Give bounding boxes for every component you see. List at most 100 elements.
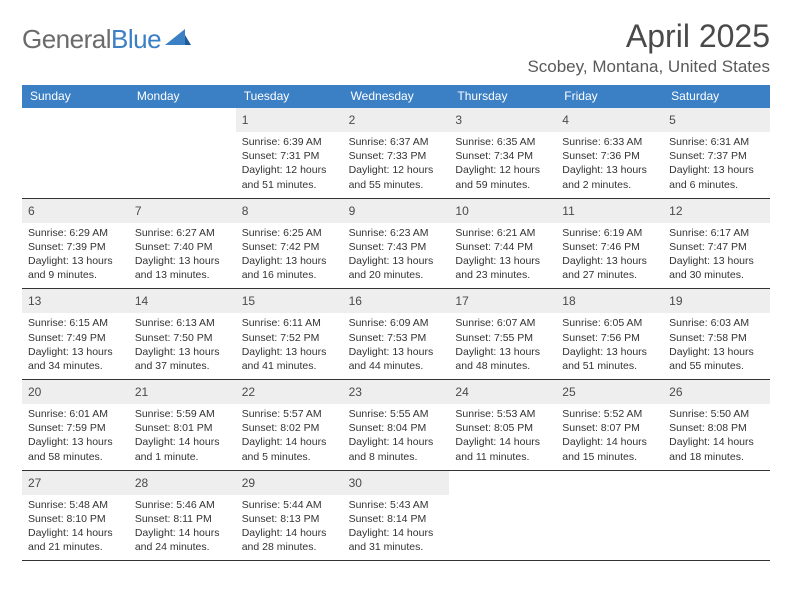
day-of-week-label: Friday <box>556 85 663 108</box>
sunrise-line: Sunrise: 5:43 AM <box>349 498 444 512</box>
sunset-line: Sunset: 7:44 PM <box>455 240 550 254</box>
daylight-line: Daylight: 13 hours and 41 minutes. <box>242 345 337 373</box>
day-details: Sunrise: 6:27 AMSunset: 7:40 PMDaylight:… <box>129 223 236 289</box>
sunrise-line: Sunrise: 6:09 AM <box>349 316 444 330</box>
daylight-line: Daylight: 13 hours and 20 minutes. <box>349 254 444 282</box>
day-of-week-label: Saturday <box>663 85 770 108</box>
sunset-line: Sunset: 7:56 PM <box>562 331 657 345</box>
calendar-cell: 24Sunrise: 5:53 AMSunset: 8:05 PMDayligh… <box>449 380 556 470</box>
day-number-row: 16 <box>343 289 450 313</box>
logo-general: General <box>22 24 111 54</box>
calendar-cell <box>129 108 236 198</box>
day-number-row: 15 <box>236 289 343 313</box>
day-number: 21 <box>135 385 148 399</box>
day-details: Sunrise: 6:13 AMSunset: 7:50 PMDaylight:… <box>129 313 236 379</box>
daylight-line: Daylight: 13 hours and 2 minutes. <box>562 163 657 191</box>
sunset-line: Sunset: 7:33 PM <box>349 149 444 163</box>
daylight-line: Daylight: 13 hours and 30 minutes. <box>669 254 764 282</box>
calendar-cell: 21 Sunrise: 5:59 AMSunset: 8:01 PMDayligh… <box>129 380 236 470</box>
day-number-row: 9 <box>343 199 450 223</box>
day-details: Sunrise: 5:59 AMSunset: 8:01 PMDaylight:… <box>129 404 236 470</box>
day-number-row: 21 <box>129 380 236 404</box>
calendar-cell: 4Sunrise: 6:33 AMSunset: 7:36 PMDaylight… <box>556 108 663 198</box>
day-details: Sunrise: 6:21 AMSunset: 7:44 PMDaylight:… <box>449 223 556 289</box>
calendar-cell: 7Sunrise: 6:27 AMSunset: 7:40 PMDaylight… <box>129 199 236 289</box>
calendar: SundayMondayTuesdayWednesdayThursdayFrid… <box>22 85 770 561</box>
day-number: 22 <box>242 385 255 399</box>
header: GeneralBlue April 2025 Scobey, Montana, … <box>22 18 770 77</box>
day-number: 10 <box>455 204 468 218</box>
sunset-line: Sunset: 7:50 PM <box>135 331 230 345</box>
sunset-line: Sunset: 8:01 PM <box>135 421 230 435</box>
calendar-cell: 3Sunrise: 6:35 AMSunset: 7:34 PMDaylight… <box>449 108 556 198</box>
sunset-line: Sunset: 7:31 PM <box>242 149 337 163</box>
daylight-line: Daylight: 12 hours and 59 minutes. <box>455 163 550 191</box>
sunrise-line: Sunrise: 5:48 AM <box>28 498 123 512</box>
logo-blue: Blue <box>111 24 161 54</box>
day-details: Sunrise: 6:01 AMSunset: 7:59 PMDaylight:… <box>22 404 129 470</box>
sunset-line: Sunset: 7:40 PM <box>135 240 230 254</box>
day-number-row: 22 <box>236 380 343 404</box>
day-of-week-label: Thursday <box>449 85 556 108</box>
day-details: Sunrise: 6:31 AMSunset: 7:37 PMDaylight:… <box>663 132 770 198</box>
calendar-cell: 5Sunrise: 6:31 AMSunset: 7:37 PMDaylight… <box>663 108 770 198</box>
day-details: Sunrise: 6:25 AMSunset: 7:42 PMDaylight:… <box>236 223 343 289</box>
day-details: Sunrise: 6:33 AMSunset: 7:36 PMDaylight:… <box>556 132 663 198</box>
calendar-week-row: 27Sunrise: 5:48 AMSunset: 8:10 PMDayligh… <box>22 471 770 562</box>
calendar-cell: 12Sunrise: 6:17 AMSunset: 7:47 PMDayligh… <box>663 199 770 289</box>
day-details: Sunrise: 6:19 AMSunset: 7:46 PMDaylight:… <box>556 223 663 289</box>
calendar-cell: 1Sunrise: 6:39 AMSunset: 7:31 PMDaylight… <box>236 108 343 198</box>
daylight-line: Daylight: 13 hours and 6 minutes. <box>669 163 764 191</box>
sunset-line: Sunset: 7:55 PM <box>455 331 550 345</box>
sunset-line: Sunset: 8:07 PM <box>562 421 657 435</box>
calendar-cell: 30Sunrise: 5:43 AMSunset: 8:14 PMDayligh… <box>343 471 450 561</box>
sunset-line: Sunset: 8:13 PM <box>242 512 337 526</box>
day-number: 15 <box>242 294 255 308</box>
daylight-line: Daylight: 13 hours and 23 minutes. <box>455 254 550 282</box>
calendar-cell: 14Sunrise: 6:13 AMSunset: 7:50 PMDayligh… <box>129 289 236 379</box>
day-details: Sunrise: 6:09 AMSunset: 7:53 PMDaylight:… <box>343 313 450 379</box>
daylight-line: Daylight: 14 hours and 5 minutes. <box>242 435 337 463</box>
sunset-line: Sunset: 7:37 PM <box>669 149 764 163</box>
sunrise-line: Sunrise: 6:37 AM <box>349 135 444 149</box>
sunrise-line: Sunrise: 5:59 AM <box>135 407 230 421</box>
day-details: Sunrise: 5:55 AMSunset: 8:04 PMDaylight:… <box>343 404 450 470</box>
calendar-cell: 13Sunrise: 6:15 AMSunset: 7:49 PMDayligh… <box>22 289 129 379</box>
day-number: 30 <box>349 476 362 490</box>
day-details: Sunrise: 5:53 AMSunset: 8:05 PMDaylight:… <box>449 404 556 470</box>
day-of-week-label: Monday <box>129 85 236 108</box>
day-number-row: 29 <box>236 471 343 495</box>
day-details: Sunrise: 6:17 AMSunset: 7:47 PMDaylight:… <box>663 223 770 289</box>
day-number-row: 10 <box>449 199 556 223</box>
sunset-line: Sunset: 7:46 PM <box>562 240 657 254</box>
day-number-row: 30 <box>343 471 450 495</box>
sunrise-line: Sunrise: 5:57 AM <box>242 407 337 421</box>
calendar-cell: 28Sunrise: 5:46 AMSunset: 8:11 PMDayligh… <box>129 471 236 561</box>
sunset-line: Sunset: 7:34 PM <box>455 149 550 163</box>
sunrise-line: Sunrise: 6:31 AM <box>669 135 764 149</box>
sunrise-line: Sunrise: 6:19 AM <box>562 226 657 240</box>
day-details: Sunrise: 5:48 AMSunset: 8:10 PMDaylight:… <box>22 495 129 561</box>
day-number: 26 <box>669 385 682 399</box>
day-details: Sunrise: 6:03 AMSunset: 7:58 PMDaylight:… <box>663 313 770 379</box>
daylight-line: Daylight: 14 hours and 18 minutes. <box>669 435 764 463</box>
daylight-line: Daylight: 14 hours and 28 minutes. <box>242 526 337 554</box>
daylight-line: Daylight: 14 hours and 8 minutes. <box>349 435 444 463</box>
daylight-line: Daylight: 14 hours and 15 minutes. <box>562 435 657 463</box>
calendar-cell <box>663 471 770 561</box>
day-number-row: 17 <box>449 289 556 313</box>
sunset-line: Sunset: 7:47 PM <box>669 240 764 254</box>
day-number-row: 28 <box>129 471 236 495</box>
sunset-line: Sunset: 7:49 PM <box>28 331 123 345</box>
day-number-row: 11 <box>556 199 663 223</box>
calendar-week-row: 1Sunrise: 6:39 AMSunset: 7:31 PMDaylight… <box>22 108 770 199</box>
day-number-row: 8 <box>236 199 343 223</box>
month-title: April 2025 <box>527 18 770 55</box>
calendar-cell: 16Sunrise: 6:09 AMSunset: 7:53 PMDayligh… <box>343 289 450 379</box>
title-block: April 2025 Scobey, Montana, United State… <box>527 18 770 77</box>
day-of-week-label: Sunday <box>22 85 129 108</box>
calendar-cell: 20Sunrise: 6:01 AMSunset: 7:59 PMDayligh… <box>22 380 129 470</box>
daylight-line: Daylight: 13 hours and 13 minutes. <box>135 254 230 282</box>
sunrise-line: Sunrise: 5:44 AM <box>242 498 337 512</box>
sunrise-line: Sunrise: 6:23 AM <box>349 226 444 240</box>
